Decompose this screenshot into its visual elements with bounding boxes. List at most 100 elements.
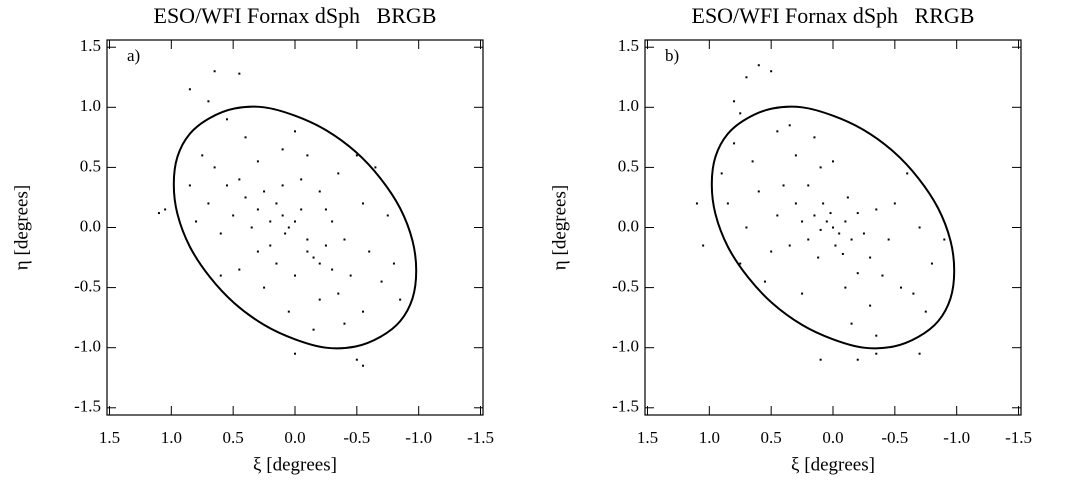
point	[300, 208, 303, 211]
y-axis-label: η [degrees]	[11, 185, 32, 270]
point	[832, 160, 834, 163]
point	[702, 244, 705, 247]
point	[256, 250, 259, 253]
point	[726, 202, 729, 205]
point	[834, 244, 837, 247]
y-tick-label: 0.5	[618, 156, 639, 175]
point	[324, 208, 327, 211]
point	[838, 232, 841, 235]
point	[232, 214, 235, 217]
point	[331, 268, 334, 271]
point	[219, 232, 222, 235]
point	[720, 172, 723, 175]
point	[225, 118, 228, 121]
point	[819, 358, 822, 361]
point	[343, 322, 346, 325]
point	[386, 214, 389, 217]
point	[362, 364, 365, 367]
point	[337, 292, 340, 295]
chart-title: ESO/WFI Fornax dSph RRGB	[692, 3, 975, 28]
y-tick-label: 1.5	[618, 36, 639, 55]
point	[819, 166, 822, 169]
point	[930, 262, 933, 265]
point	[362, 310, 365, 313]
point	[294, 220, 296, 223]
point	[763, 280, 766, 283]
point	[244, 196, 247, 199]
point	[924, 310, 927, 313]
point	[788, 124, 791, 127]
point	[213, 70, 216, 73]
point	[869, 304, 872, 307]
point	[188, 88, 191, 91]
x-tick-label: 0.5	[761, 428, 782, 447]
point	[306, 250, 309, 253]
point	[887, 238, 890, 241]
x-tick-label: 1.0	[699, 428, 720, 447]
point	[739, 262, 742, 265]
x-tick-label: 1.5	[99, 428, 120, 447]
point	[362, 202, 365, 205]
point	[770, 250, 773, 253]
point	[324, 244, 327, 247]
point	[881, 274, 884, 277]
y-tick-label: 1.0	[618, 96, 639, 115]
point	[846, 196, 849, 199]
point	[757, 190, 760, 193]
point	[862, 232, 865, 235]
point	[284, 232, 287, 235]
point	[807, 238, 810, 241]
point	[318, 190, 321, 193]
point	[841, 252, 844, 255]
point	[244, 136, 247, 139]
point	[844, 220, 847, 223]
point	[776, 214, 779, 217]
point	[844, 286, 847, 289]
point	[281, 184, 284, 187]
point	[349, 274, 352, 277]
point	[287, 310, 290, 313]
point	[856, 358, 859, 361]
y-tick-label: -0.5	[74, 277, 101, 296]
y-tick-label: -0.5	[612, 277, 639, 296]
point	[164, 208, 167, 211]
ellipse	[710, 105, 956, 350]
point	[745, 226, 748, 229]
point	[850, 322, 853, 325]
point	[195, 220, 198, 223]
point	[856, 272, 859, 275]
point	[368, 250, 371, 253]
x-tick-label: 1.5	[637, 428, 658, 447]
point	[374, 166, 377, 169]
point	[875, 352, 878, 355]
x-tick-label: -0.5	[343, 428, 370, 447]
x-tick-label: -1.0	[943, 428, 970, 447]
point	[856, 212, 859, 215]
point	[893, 202, 896, 205]
point	[794, 202, 797, 205]
point	[157, 212, 160, 215]
y-tick-label: 0.0	[618, 216, 639, 235]
y-tick-label: -1.5	[612, 397, 639, 416]
y-tick-label: 0.0	[80, 216, 101, 235]
x-tick-label: -0.5	[881, 428, 908, 447]
point	[256, 160, 259, 163]
x-tick-label: 1.0	[161, 428, 182, 447]
point	[294, 352, 296, 355]
y-tick-label: 1.5	[80, 36, 101, 55]
point	[225, 184, 228, 187]
point	[263, 190, 266, 193]
point	[745, 76, 748, 79]
point	[331, 220, 334, 223]
point	[875, 334, 878, 337]
point	[256, 208, 259, 211]
point	[238, 268, 241, 271]
point	[300, 178, 303, 181]
chart-title: ESO/WFI Fornax dSph BRGB	[154, 3, 437, 28]
point	[918, 352, 921, 355]
point	[355, 358, 358, 361]
point	[201, 154, 204, 157]
point	[312, 328, 315, 331]
point	[875, 208, 878, 211]
point	[801, 292, 804, 295]
